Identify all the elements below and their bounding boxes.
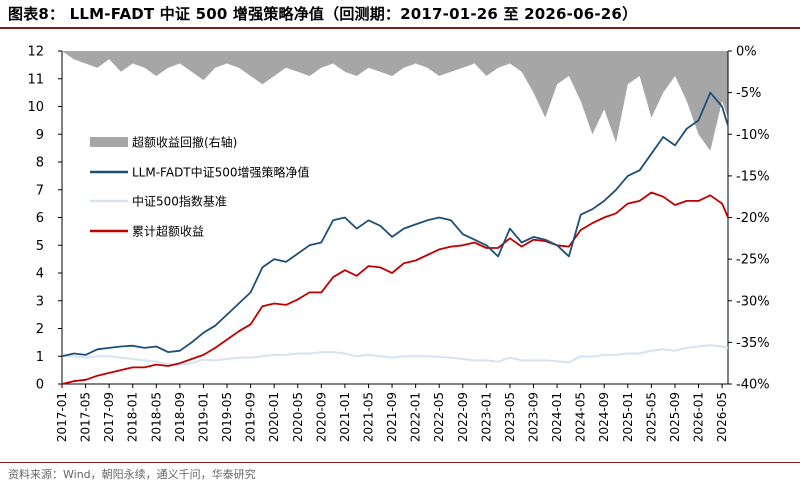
x-tick-label: 2020-09: [314, 392, 328, 442]
x-tick-label: 2025-05: [644, 392, 658, 442]
left-tick-label: 0: [36, 378, 44, 393]
legend-item-drawdown: 超额收益回撤(右轴): [132, 135, 237, 150]
x-tick-label: 2025-09: [668, 392, 682, 442]
x-tick-label: 2017-09: [102, 392, 116, 442]
right-tick-label: -30%: [736, 294, 770, 309]
x-tick-label: 2024-05: [574, 392, 588, 442]
index-benchmark-line: [62, 344, 729, 366]
right-tick-label: -15%: [736, 169, 770, 184]
x-tick-label: 2019-05: [220, 392, 234, 442]
x-tick-label: 2022-05: [432, 392, 446, 442]
x-tick-label: 2022-01: [409, 392, 423, 442]
x-tick-label: 2023-09: [527, 392, 541, 442]
x-tick-label: 2021-09: [385, 392, 399, 442]
legend: 超额收益回撤(右轴) LLM-FADT中证500增强策略净值中证500指数基准累计…: [90, 135, 310, 239]
x-tick-label: 2020-05: [291, 392, 305, 442]
left-tick-label: 8: [36, 156, 44, 171]
right-tick-label: -25%: [736, 253, 770, 268]
x-tick-label: 2017-05: [79, 392, 93, 442]
lines-layer: [61, 91, 729, 385]
x-tick-label: 2025-01: [621, 392, 635, 442]
right-tick-label: -5%: [736, 86, 761, 101]
x-tick-label: 2019-01: [196, 392, 210, 442]
left-tick-label: 4: [36, 267, 44, 282]
left-tick-label: 9: [36, 128, 44, 143]
source-rule: [0, 462, 800, 463]
x-tick-label: 2020-01: [267, 392, 281, 442]
legend-item-excess: 累计超额收益: [132, 224, 204, 239]
x-tick-label: 2018-01: [126, 392, 140, 442]
left-tick-label: 3: [36, 294, 44, 309]
right-tick-label: -40%: [736, 378, 770, 393]
left-tick-label: 5: [36, 239, 44, 254]
x-tick-label: 2021-01: [338, 392, 352, 442]
page-title: 图表8： LLM-FADT 中证 500 增强策略净值（回测期：2017-01-…: [8, 5, 638, 23]
x-tick-label: 2024-09: [597, 392, 611, 442]
legend-item-strategy: LLM-FADT中证500增强策略净值: [132, 165, 310, 180]
x-tick-label: 2023-05: [503, 392, 517, 442]
x-tick-label: 2023-01: [479, 392, 493, 442]
x-tick-label: 2018-05: [149, 392, 163, 442]
x-tick-label: 2018-09: [173, 392, 187, 442]
source-note: 资料来源：Wind，朝阳永续，通义千问，华泰研究: [8, 468, 256, 481]
right-tick-label: -20%: [736, 211, 770, 226]
legend-swatch: [90, 137, 128, 147]
left-tick-label: 11: [27, 72, 44, 87]
left-tick-label: 1: [36, 350, 44, 365]
x-tick-label: 2024-01: [550, 392, 564, 442]
left-tick-label: 6: [36, 211, 44, 226]
right-tick-label: 0%: [736, 45, 757, 60]
x-tick-label: 2026-05: [715, 392, 729, 442]
legend-item-index: 中证500指数基准: [132, 194, 227, 209]
cumulative-excess-line: [61, 191, 729, 385]
right-tick-label: -35%: [736, 336, 770, 351]
drawdown-area: [62, 51, 728, 151]
left-tick-label: 7: [36, 183, 44, 198]
x-tick-label: 2017-01: [55, 392, 69, 442]
left-tick-label: 12: [27, 45, 44, 60]
right-tick-label: -10%: [736, 128, 770, 143]
strategy-nav-line: [61, 91, 729, 358]
x-tick-label: 2019-09: [244, 392, 258, 442]
x-tick-label: 2021-05: [361, 392, 375, 442]
left-tick-label: 10: [27, 100, 44, 115]
drawdown-area-layer: [62, 51, 728, 151]
x-tick-label: 2022-09: [456, 392, 470, 442]
left-tick-label: 2: [36, 322, 44, 337]
x-tick-label: 2026-01: [692, 392, 706, 442]
title-rule: [0, 27, 800, 29]
